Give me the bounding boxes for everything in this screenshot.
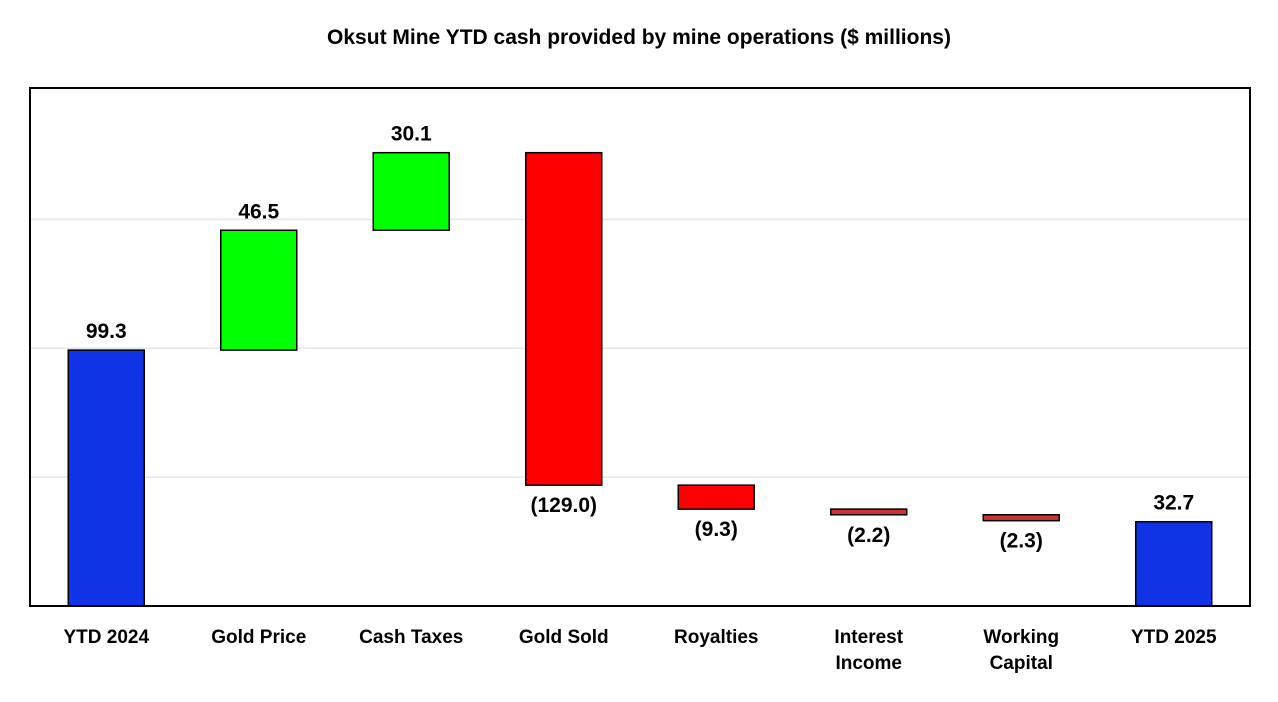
labels-layer: 99.3 46.5 30.1 (129.0) (9.3) (2.2) (2.3) 32.7 [86,123,1194,553]
bar-7 [1135,520,1213,607]
bar-1 [220,229,298,351]
data-label-5: (2.2) [847,524,890,547]
ticks-layer: YTD 2024 Gold Price Cash Taxes Gold Sold Roy… [63,627,1216,674]
data-label-2: 30.1 [391,123,432,146]
bar-2 [372,151,450,232]
tick-label-4: Royalties [674,627,758,648]
data-label-7: 32.7 [1153,492,1194,515]
tick-label-3: Gold Sold [519,627,609,648]
tick-label-2: Cash Taxes [359,627,463,648]
tick-label-5: Interest Income [834,627,903,674]
data-label-1: 46.5 [238,200,279,223]
bar-6 [982,514,1060,522]
data-label-4: (9.3) [695,518,738,541]
tick-label-7: YTD 2025 [1131,627,1217,648]
bar-5 [830,508,908,516]
bar-0 [67,349,145,607]
data-label-6: (2.3) [1000,530,1043,553]
tick-label-1: Gold Price [211,627,306,648]
bar-4 [677,484,755,510]
chart-title: Oksut Mine YTD cash provided by mine ope… [327,26,951,49]
grid-layer [30,218,1250,478]
bars-layer [67,151,1213,607]
data-label-3: (129.0) [530,494,597,517]
bar-3 [525,151,603,486]
tick-label-0: YTD 2024 [63,627,149,648]
tick-label-6: Working Capital [983,627,1059,674]
data-label-0: 99.3 [86,320,127,343]
plot-frame [29,87,1251,607]
